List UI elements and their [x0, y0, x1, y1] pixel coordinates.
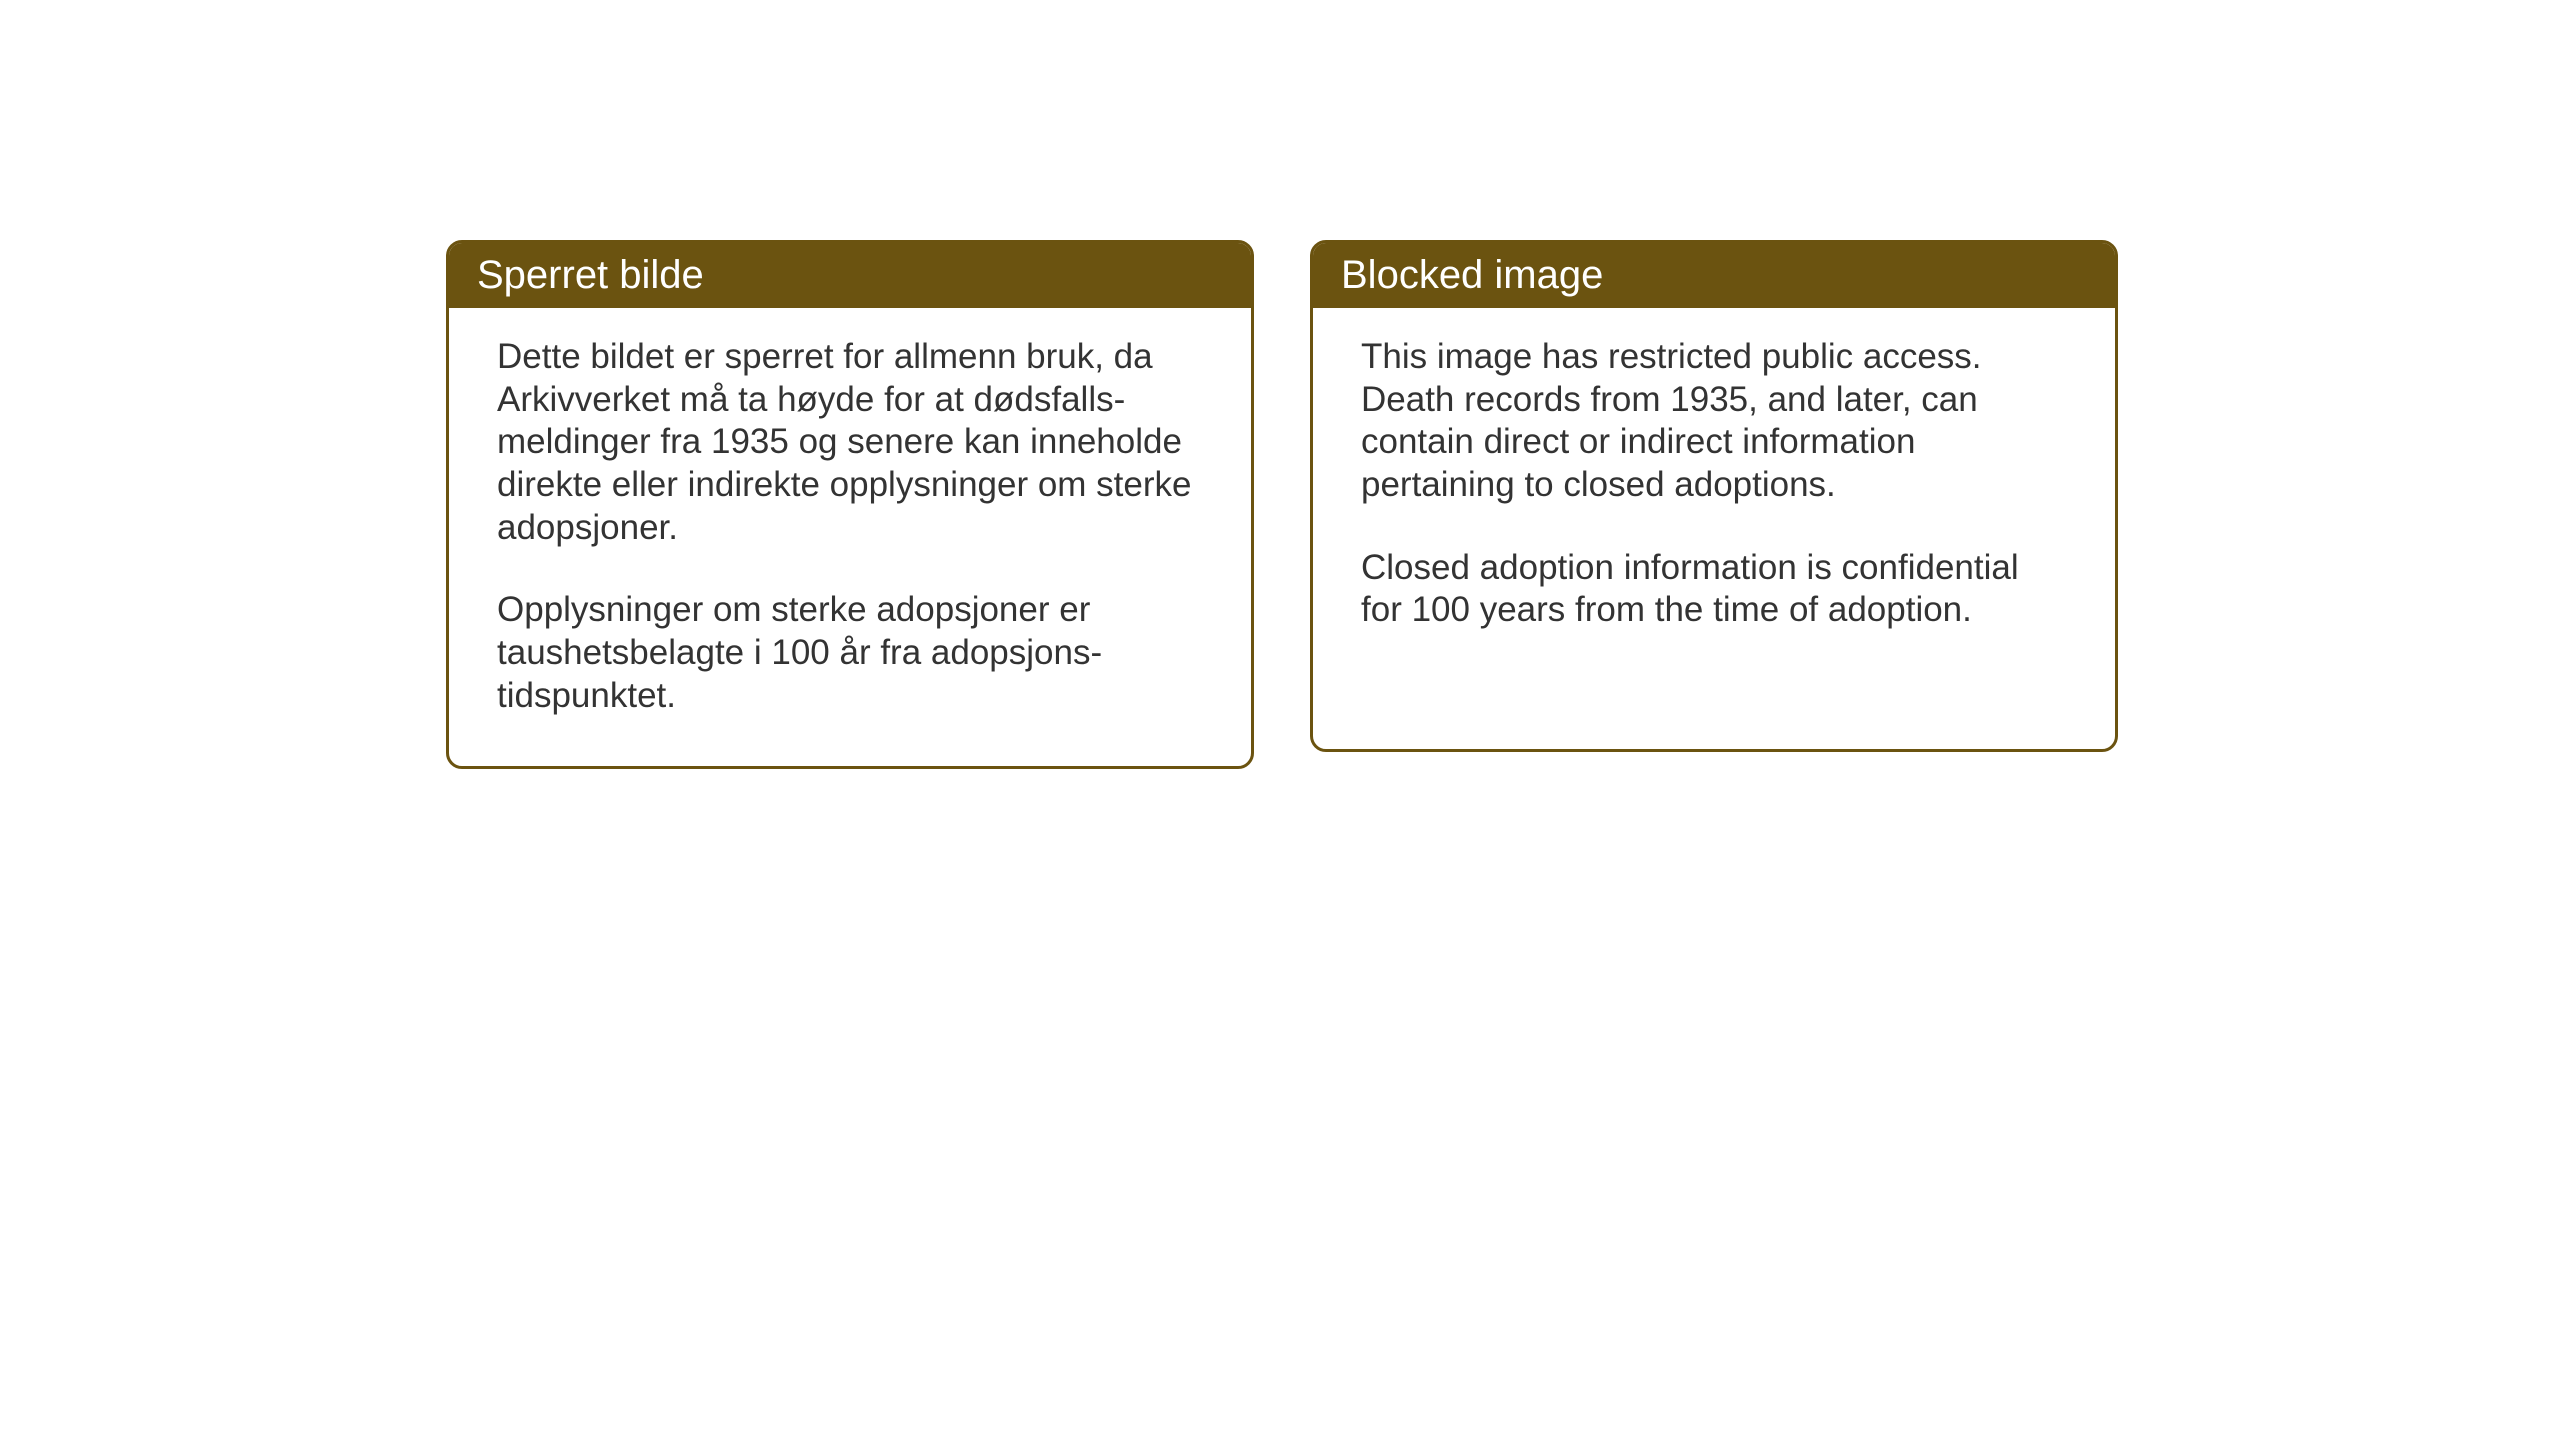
card-english-paragraph-1: This image has restricted public access.… — [1361, 336, 2067, 507]
cards-container: Sperret bilde Dette bildet er sperret fo… — [446, 240, 2118, 769]
card-norwegian: Sperret bilde Dette bildet er sperret fo… — [446, 240, 1254, 769]
card-english-paragraph-2: Closed adoption information is confident… — [1361, 547, 2067, 632]
card-norwegian-body: Dette bildet er sperret for allmenn bruk… — [449, 308, 1251, 766]
card-norwegian-header: Sperret bilde — [449, 243, 1251, 308]
card-norwegian-paragraph-1: Dette bildet er sperret for allmenn bruk… — [497, 336, 1203, 549]
card-english-title: Blocked image — [1341, 253, 1603, 297]
card-english-header: Blocked image — [1313, 243, 2115, 308]
card-english-body: This image has restricted public access.… — [1313, 308, 2115, 680]
card-norwegian-title: Sperret bilde — [477, 253, 704, 297]
card-english: Blocked image This image has restricted … — [1310, 240, 2118, 752]
card-norwegian-paragraph-2: Opplysninger om sterke adopsjoner er tau… — [497, 589, 1203, 717]
